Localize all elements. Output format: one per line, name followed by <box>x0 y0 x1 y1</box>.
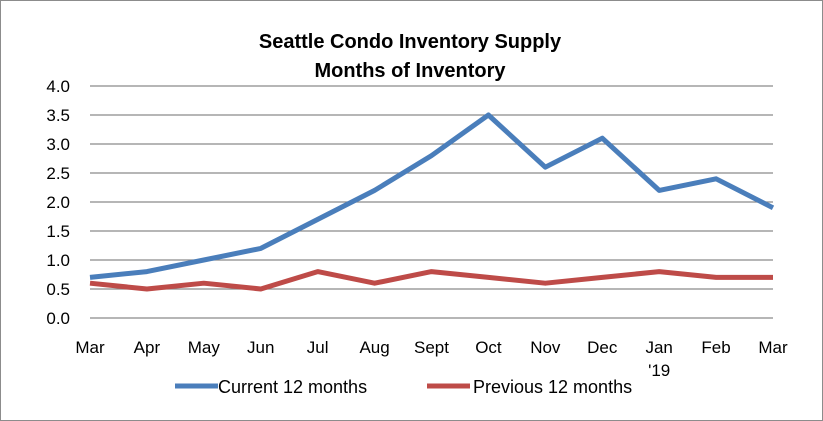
x-tick-label: Jan <box>645 338 672 357</box>
chart-subtitle: Months of Inventory <box>314 60 506 82</box>
x-tick-sublabel: '19 <box>648 361 670 380</box>
y-tick-label: 1.5 <box>46 222 70 241</box>
x-tick-label: Dec <box>587 338 618 357</box>
x-axis-ticks: Mar Apr May Jun Jul Aug Sept Oct Nov Dec Jan '19 Feb… <box>75 338 788 380</box>
chart-title: Seattle Condo Inventory Supply <box>259 31 562 53</box>
series-lines <box>89 112 775 292</box>
x-tick-label: Oct <box>475 338 502 357</box>
y-tick-label: 3.5 <box>46 106 70 125</box>
series-line-previous <box>89 269 773 292</box>
y-tick-label: 0.5 <box>46 280 70 299</box>
legend: Current 12 months Previous 12 months <box>175 377 632 397</box>
x-tick-label: Jul <box>307 338 329 357</box>
x-tick-label: Mar <box>758 338 788 357</box>
x-tick-label: May <box>188 338 221 357</box>
legend-label: Previous 12 months <box>473 377 632 397</box>
x-tick-label: Aug <box>359 338 389 357</box>
legend-label: Current 12 months <box>218 377 367 397</box>
x-tick-label: Apr <box>134 338 161 357</box>
y-tick-label: 4.0 <box>46 77 70 96</box>
y-tick-label: 1.0 <box>46 251 70 270</box>
y-tick-label: 3.0 <box>46 135 70 154</box>
x-tick-label: Feb <box>701 338 730 357</box>
x-tick-label: Mar <box>75 338 105 357</box>
x-tick-label: Sept <box>414 338 449 357</box>
gridlines <box>90 85 773 319</box>
series-line-current <box>89 112 775 280</box>
y-tick-label: 2.0 <box>46 193 70 212</box>
x-tick-label: Jun <box>247 338 274 357</box>
y-tick-label: 2.5 <box>46 164 70 183</box>
y-axis-ticks: 0.0 0.5 1.0 1.5 2.0 2.5 3.0 3.5 4.0 <box>46 77 70 328</box>
x-tick-label: Nov <box>530 338 561 357</box>
y-tick-label: 0.0 <box>46 309 70 328</box>
